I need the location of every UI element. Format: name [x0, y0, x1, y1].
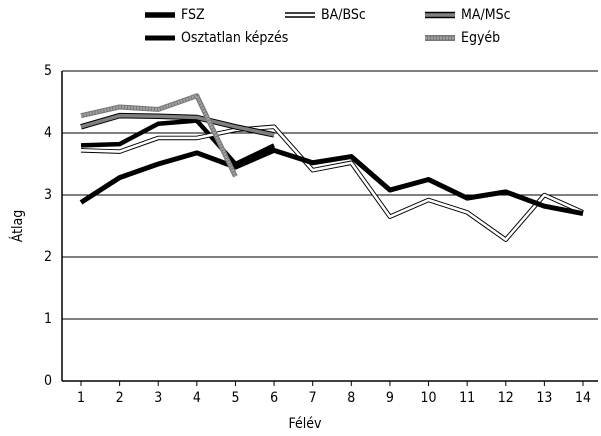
x-tick-label: 1: [77, 390, 85, 406]
x-tick-label: 11: [459, 390, 475, 406]
y-axis-label: Átlag: [9, 210, 26, 243]
x-tick-label: 4: [193, 390, 201, 406]
x-tick-label: 10: [421, 390, 437, 406]
y-tick-label: 5: [44, 63, 52, 79]
y-tick-label: 1: [44, 311, 52, 327]
series-line: [80, 113, 275, 137]
x-tick-label: 8: [347, 390, 355, 406]
x-tick-label: 6: [270, 390, 278, 406]
x-tick-label: 14: [575, 390, 591, 406]
y-tick-label: 4: [44, 125, 52, 141]
x-axis-label: Félév: [289, 416, 322, 432]
x-tick-label: 5: [231, 390, 239, 406]
series-line: [80, 94, 237, 178]
y-tick-label: 3: [44, 187, 52, 203]
legend-label: MA/MSc: [461, 7, 511, 23]
legend-label: FSZ: [181, 7, 205, 23]
x-tick-label: 3: [154, 390, 162, 406]
x-tick-label: 9: [386, 390, 394, 406]
x-tick-label: 12: [498, 390, 514, 406]
x-tick-label: 7: [309, 390, 317, 406]
y-tick-label: 0: [44, 373, 52, 389]
y-tick-label: 2: [44, 249, 52, 265]
x-tick-label: 2: [116, 390, 124, 406]
legend-label: BA/BSc: [321, 7, 366, 23]
legend-label: Osztatlan képzés: [181, 30, 288, 46]
legend-label: Egyéb: [461, 30, 500, 46]
series-line: [80, 119, 275, 166]
x-tick-label: 13: [536, 390, 552, 406]
series-line-outline: [80, 124, 584, 242]
series-line: [79, 147, 584, 217]
series-line: [80, 125, 584, 241]
